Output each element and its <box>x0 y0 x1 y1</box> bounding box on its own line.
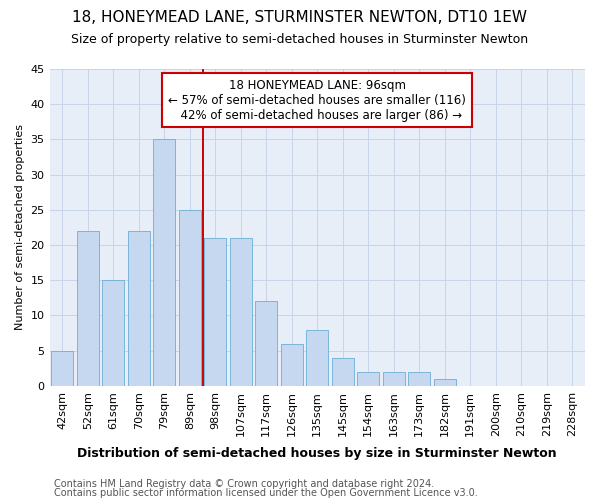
Y-axis label: Number of semi-detached properties: Number of semi-detached properties <box>15 124 25 330</box>
Text: Contains public sector information licensed under the Open Government Licence v3: Contains public sector information licen… <box>54 488 478 498</box>
Bar <box>179 210 200 386</box>
Bar <box>281 344 302 386</box>
Bar <box>103 280 124 386</box>
Text: Size of property relative to semi-detached houses in Sturminster Newton: Size of property relative to semi-detach… <box>71 32 529 46</box>
Bar <box>77 231 98 386</box>
Bar <box>409 372 430 386</box>
Bar <box>230 238 251 386</box>
Bar <box>256 302 277 386</box>
Bar <box>307 330 328 386</box>
Bar <box>154 140 175 386</box>
Text: Contains HM Land Registry data © Crown copyright and database right 2024.: Contains HM Land Registry data © Crown c… <box>54 479 434 489</box>
Bar <box>52 350 73 386</box>
X-axis label: Distribution of semi-detached houses by size in Sturminster Newton: Distribution of semi-detached houses by … <box>77 447 557 460</box>
Bar <box>128 231 149 386</box>
Bar <box>332 358 353 386</box>
Bar <box>383 372 404 386</box>
Text: 18 HONEYMEAD LANE: 96sqm
← 57% of semi-detached houses are smaller (116)
  42% o: 18 HONEYMEAD LANE: 96sqm ← 57% of semi-d… <box>169 78 466 122</box>
Bar <box>205 238 226 386</box>
Bar <box>358 372 379 386</box>
Text: 18, HONEYMEAD LANE, STURMINSTER NEWTON, DT10 1EW: 18, HONEYMEAD LANE, STURMINSTER NEWTON, … <box>73 10 527 25</box>
Bar <box>434 379 455 386</box>
